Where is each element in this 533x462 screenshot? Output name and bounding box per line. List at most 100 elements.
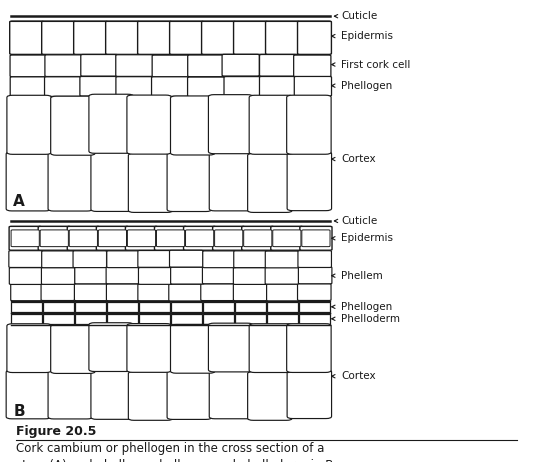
FancyBboxPatch shape bbox=[208, 95, 253, 154]
Bar bbox=[139, 302, 170, 312]
FancyBboxPatch shape bbox=[81, 55, 118, 76]
FancyBboxPatch shape bbox=[9, 226, 41, 250]
FancyBboxPatch shape bbox=[302, 230, 330, 247]
Text: Phellem: Phellem bbox=[341, 271, 383, 281]
FancyBboxPatch shape bbox=[91, 371, 135, 419]
FancyBboxPatch shape bbox=[106, 21, 140, 55]
FancyBboxPatch shape bbox=[69, 230, 98, 247]
FancyBboxPatch shape bbox=[233, 267, 267, 285]
FancyBboxPatch shape bbox=[128, 153, 173, 213]
Bar bbox=[267, 314, 298, 324]
FancyBboxPatch shape bbox=[42, 267, 75, 285]
FancyBboxPatch shape bbox=[241, 226, 274, 250]
Text: Phellogen: Phellogen bbox=[341, 302, 392, 312]
FancyBboxPatch shape bbox=[208, 323, 253, 372]
FancyBboxPatch shape bbox=[42, 251, 75, 267]
Text: Phellogen: Phellogen bbox=[341, 81, 392, 91]
FancyBboxPatch shape bbox=[157, 230, 184, 247]
FancyBboxPatch shape bbox=[75, 284, 108, 301]
FancyBboxPatch shape bbox=[89, 323, 133, 371]
FancyBboxPatch shape bbox=[127, 230, 156, 247]
FancyBboxPatch shape bbox=[48, 152, 93, 211]
FancyBboxPatch shape bbox=[73, 251, 107, 267]
FancyBboxPatch shape bbox=[287, 370, 332, 419]
FancyBboxPatch shape bbox=[287, 152, 332, 211]
Bar bbox=[11, 302, 42, 312]
Bar bbox=[299, 302, 330, 312]
Bar bbox=[107, 302, 138, 312]
FancyBboxPatch shape bbox=[45, 77, 82, 97]
FancyBboxPatch shape bbox=[125, 226, 158, 250]
FancyBboxPatch shape bbox=[42, 21, 76, 55]
Text: Cortex: Cortex bbox=[341, 371, 376, 381]
Bar bbox=[171, 302, 202, 312]
FancyBboxPatch shape bbox=[294, 55, 331, 77]
FancyBboxPatch shape bbox=[169, 284, 203, 301]
Text: Phelloderm: Phelloderm bbox=[341, 314, 400, 324]
FancyBboxPatch shape bbox=[6, 152, 51, 211]
FancyBboxPatch shape bbox=[209, 152, 254, 211]
FancyBboxPatch shape bbox=[80, 77, 117, 96]
FancyBboxPatch shape bbox=[91, 152, 135, 212]
FancyBboxPatch shape bbox=[96, 226, 128, 250]
FancyBboxPatch shape bbox=[213, 226, 245, 250]
FancyBboxPatch shape bbox=[249, 324, 294, 372]
Bar bbox=[11, 314, 42, 324]
FancyBboxPatch shape bbox=[41, 284, 75, 300]
Text: A: A bbox=[13, 195, 25, 209]
FancyBboxPatch shape bbox=[188, 77, 225, 97]
Text: Cortex: Cortex bbox=[341, 154, 376, 164]
Bar bbox=[203, 302, 234, 312]
FancyBboxPatch shape bbox=[75, 267, 108, 284]
FancyBboxPatch shape bbox=[169, 250, 203, 267]
Text: First cork cell: First cork cell bbox=[341, 60, 410, 69]
FancyBboxPatch shape bbox=[298, 251, 332, 267]
Bar bbox=[75, 314, 106, 324]
FancyBboxPatch shape bbox=[248, 371, 292, 420]
Text: Epidermis: Epidermis bbox=[341, 233, 393, 243]
FancyBboxPatch shape bbox=[155, 226, 187, 250]
Text: Figure 20.5: Figure 20.5 bbox=[16, 425, 96, 438]
FancyBboxPatch shape bbox=[203, 251, 236, 267]
FancyBboxPatch shape bbox=[138, 250, 172, 267]
Bar bbox=[75, 302, 106, 312]
FancyBboxPatch shape bbox=[171, 96, 215, 155]
FancyBboxPatch shape bbox=[297, 284, 331, 300]
FancyBboxPatch shape bbox=[11, 230, 39, 247]
FancyBboxPatch shape bbox=[45, 55, 82, 77]
FancyBboxPatch shape bbox=[106, 267, 140, 284]
FancyBboxPatch shape bbox=[209, 370, 254, 419]
FancyBboxPatch shape bbox=[260, 55, 297, 76]
FancyBboxPatch shape bbox=[67, 226, 100, 250]
FancyBboxPatch shape bbox=[266, 284, 300, 301]
FancyBboxPatch shape bbox=[297, 21, 332, 55]
FancyBboxPatch shape bbox=[167, 371, 212, 419]
Text: Cuticle: Cuticle bbox=[341, 11, 377, 21]
FancyBboxPatch shape bbox=[260, 77, 297, 96]
FancyBboxPatch shape bbox=[188, 55, 225, 77]
FancyBboxPatch shape bbox=[98, 230, 126, 247]
FancyBboxPatch shape bbox=[127, 95, 172, 154]
FancyBboxPatch shape bbox=[9, 267, 43, 285]
FancyBboxPatch shape bbox=[89, 94, 133, 153]
FancyBboxPatch shape bbox=[74, 21, 108, 55]
Text: B: B bbox=[13, 404, 25, 419]
FancyBboxPatch shape bbox=[298, 267, 332, 284]
FancyBboxPatch shape bbox=[7, 324, 51, 372]
FancyBboxPatch shape bbox=[234, 251, 267, 267]
FancyBboxPatch shape bbox=[6, 370, 51, 419]
FancyBboxPatch shape bbox=[138, 21, 172, 55]
FancyBboxPatch shape bbox=[201, 284, 235, 301]
FancyBboxPatch shape bbox=[51, 96, 95, 155]
Bar bbox=[43, 302, 74, 312]
FancyBboxPatch shape bbox=[138, 284, 172, 301]
FancyBboxPatch shape bbox=[265, 267, 298, 284]
FancyBboxPatch shape bbox=[233, 21, 268, 55]
Bar bbox=[235, 302, 266, 312]
FancyBboxPatch shape bbox=[169, 21, 204, 55]
FancyBboxPatch shape bbox=[51, 325, 95, 373]
FancyBboxPatch shape bbox=[116, 77, 153, 96]
FancyBboxPatch shape bbox=[40, 230, 68, 247]
FancyBboxPatch shape bbox=[294, 76, 332, 96]
FancyBboxPatch shape bbox=[300, 226, 332, 250]
